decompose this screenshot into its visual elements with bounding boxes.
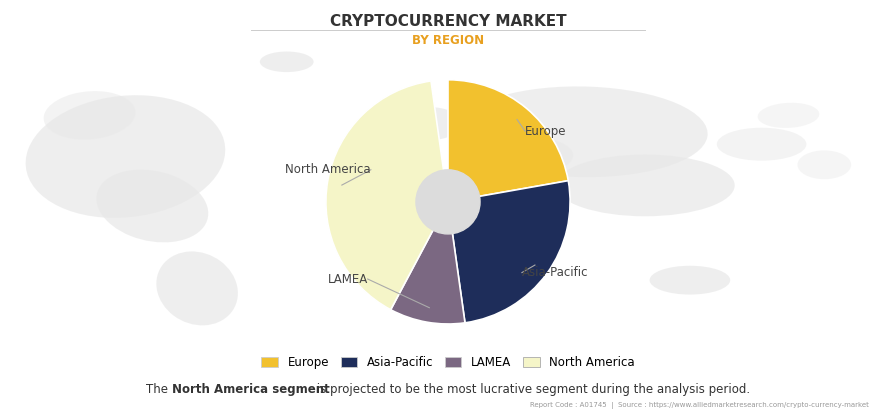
Ellipse shape — [717, 128, 806, 161]
Ellipse shape — [97, 170, 208, 242]
Text: Report Code : A01745  |  Source : https://www.alliedmarketresearch.com/crypto-cu: Report Code : A01745 | Source : https://… — [530, 402, 869, 409]
Ellipse shape — [156, 251, 238, 325]
Wedge shape — [452, 181, 570, 323]
Text: North America: North America — [285, 163, 371, 176]
Text: Asia-Pacific: Asia-Pacific — [521, 266, 589, 279]
Ellipse shape — [556, 154, 735, 216]
Ellipse shape — [399, 177, 479, 251]
Text: The: The — [0, 411, 1, 412]
Ellipse shape — [260, 52, 314, 72]
Text: North America segment: North America segment — [0, 411, 1, 412]
Circle shape — [416, 170, 480, 234]
Ellipse shape — [399, 107, 461, 140]
Text: The: The — [146, 383, 172, 396]
Wedge shape — [391, 229, 465, 324]
Text: CRYPTOCURRENCY MARKET: CRYPTOCURRENCY MARKET — [330, 14, 566, 29]
Ellipse shape — [758, 103, 819, 128]
Wedge shape — [326, 81, 444, 310]
Text: Europe: Europe — [525, 125, 566, 138]
Ellipse shape — [650, 266, 730, 295]
Legend: Europe, Asia-Pacific, LAMEA, North America: Europe, Asia-Pacific, LAMEA, North Ameri… — [262, 356, 634, 369]
Ellipse shape — [466, 136, 573, 177]
Text: LAMEA: LAMEA — [327, 272, 367, 286]
Text: The North America segment is projected to be the most lucrative segment during t: The North America segment is projected t… — [0, 411, 1, 412]
Wedge shape — [448, 80, 568, 197]
Text: is projected to be the most lucrative segment during the analysis period.: is projected to be the most lucrative se… — [313, 383, 750, 396]
Text: North America segment: North America segment — [172, 383, 330, 396]
Ellipse shape — [26, 95, 225, 218]
Ellipse shape — [797, 150, 851, 179]
Ellipse shape — [44, 91, 135, 140]
Ellipse shape — [457, 87, 708, 177]
Text: BY REGION: BY REGION — [412, 34, 484, 47]
